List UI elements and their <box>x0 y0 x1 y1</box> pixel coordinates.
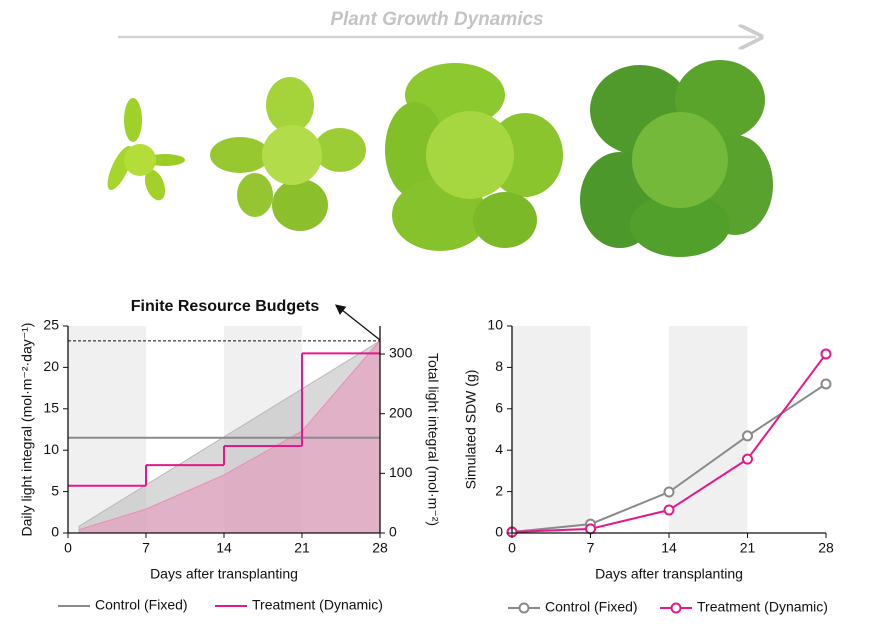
plant-3 <box>385 63 563 251</box>
x-tick-label: 7 <box>587 540 595 556</box>
plant-1 <box>107 98 185 201</box>
x-axis-title: Days after transplanting <box>150 566 298 582</box>
y2-axis-title: Total light integral (mol·m⁻²) <box>425 353 441 526</box>
x-tick-label: 0 <box>508 540 516 556</box>
x-tick-label: 0 <box>64 540 72 556</box>
y2-tick-label: 300 <box>389 345 413 361</box>
y-tick-label: 25 <box>43 317 59 333</box>
data-point <box>585 523 596 535</box>
annotation: Finite Resource Budgets <box>131 298 320 315</box>
legend-marker <box>518 602 530 614</box>
x-tick-label: 28 <box>818 540 834 556</box>
x-axis-title: Days after transplanting <box>595 566 743 582</box>
header-title: Plant Growth Dynamics <box>330 9 543 30</box>
y-tick-label: 10 <box>487 317 503 333</box>
y-axis-title: Daily light integral (mol·m⁻²·day⁻¹) <box>19 323 35 537</box>
legend-label: Treatment (Dynamic) <box>252 597 383 613</box>
x-tick-label: 7 <box>142 540 150 556</box>
shaded-band <box>669 326 748 533</box>
annotation-arrow <box>334 304 381 341</box>
plant-4 <box>580 60 773 257</box>
y-tick-label: 2 <box>495 482 503 498</box>
x-tick-label: 21 <box>740 540 756 556</box>
y-tick-label: 6 <box>495 400 503 416</box>
y-tick-label: 20 <box>43 358 59 374</box>
y2-tick-label: 0 <box>389 524 397 540</box>
legend-label: Treatment (Dynamic) <box>697 599 828 615</box>
y-tick-label: 8 <box>495 358 503 374</box>
data-point <box>663 504 675 516</box>
y-tick-label: 5 <box>51 482 59 498</box>
plant-2 <box>210 77 366 231</box>
y-tick-label: 4 <box>495 441 503 457</box>
y-tick-label: 10 <box>43 441 59 457</box>
y2-tick-label: 200 <box>389 404 413 420</box>
y-axis-title: Simulated SDW (g) <box>463 370 479 490</box>
x-tick-label: 14 <box>216 540 232 556</box>
y-tick-label: 0 <box>495 524 503 540</box>
data-point <box>742 453 753 465</box>
y2-tick-label: 100 <box>389 464 413 480</box>
data-point <box>663 486 675 498</box>
legend-label: Control (Fixed) <box>545 599 638 615</box>
x-tick-label: 21 <box>294 540 310 556</box>
data-point <box>820 348 832 360</box>
legend-marker <box>670 602 682 614</box>
legend-label: Control (Fixed) <box>95 597 188 613</box>
y-tick-label: 15 <box>43 400 59 416</box>
x-tick-label: 14 <box>661 540 677 556</box>
data-point <box>820 378 832 390</box>
x-tick-label: 28 <box>372 540 388 556</box>
data-point <box>742 430 753 442</box>
y-tick-label: 0 <box>51 524 59 540</box>
shaded-band <box>512 326 591 533</box>
